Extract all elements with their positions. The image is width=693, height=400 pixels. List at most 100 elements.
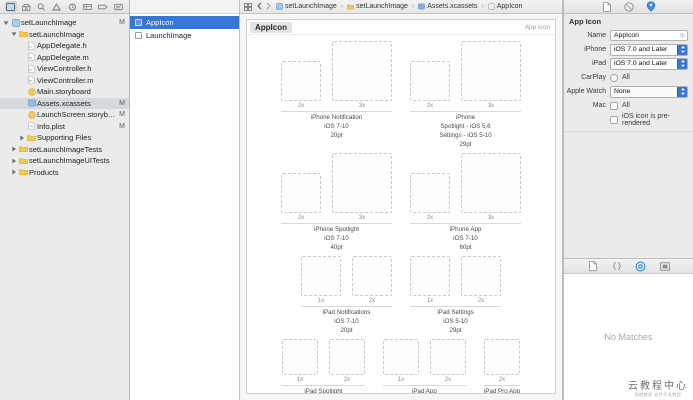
folder-icon	[18, 30, 29, 38]
iphone-label: iPhone	[584, 46, 606, 53]
icon-drop-well[interactable]	[332, 41, 392, 101]
group-divider	[410, 222, 521, 224]
caption-line: iPhone Spotlight	[313, 225, 360, 233]
icon-drop-well[interactable]	[410, 255, 450, 296]
carplay-field-row: CarPlay All	[564, 71, 688, 84]
navigator-tab-symbol-navigator[interactable]	[35, 1, 47, 12]
tree-row[interactable]: m AppDelegate.m	[0, 52, 129, 64]
disclosure-closed-icon[interactable]	[10, 158, 18, 164]
icon-slot-column: 3x	[461, 152, 521, 221]
breadcrumb-item-3[interactable]: AppIcon	[488, 3, 522, 10]
disclosure-closed-icon[interactable]	[18, 135, 26, 141]
related-items-icon[interactable]	[243, 2, 252, 12]
clear-field-icon[interactable]: ◎	[679, 33, 685, 39]
group-divider	[382, 384, 466, 386]
asset-canvas[interactable]: AppIcon App icon 2x 3x iPhone Notification…	[246, 19, 556, 394]
group-divider	[281, 384, 365, 386]
library-tab-code-snippet-library[interactable]	[611, 261, 622, 272]
navigator-tab-issue-navigator[interactable]	[51, 1, 63, 12]
navigator-tab-project-navigator[interactable]	[4, 1, 17, 12]
icon-drop-well[interactable]	[461, 152, 521, 213]
library-tab-media-library[interactable]	[659, 261, 670, 272]
icon-drop-well[interactable]	[301, 255, 341, 296]
caption-line: 60pt	[459, 243, 472, 251]
icon-drop-well[interactable]	[461, 255, 501, 296]
icon-drop-well[interactable]	[382, 338, 419, 375]
navigator-tab-report-navigator[interactable]	[112, 1, 124, 12]
library-tab-bar	[564, 258, 693, 274]
navigator-tab-source-control-navigator[interactable]	[20, 1, 32, 12]
icon-drop-well[interactable]	[328, 338, 365, 375]
icon-drop-well[interactable]	[281, 61, 321, 101]
chevron-right-icon[interactable]	[266, 2, 271, 12]
name-input[interactable]: AppIcon ◎	[610, 30, 688, 41]
inspector-tab-quick-help-inspector[interactable]	[623, 1, 634, 12]
tree-row[interactable]: h ViewController.h	[0, 63, 129, 75]
breadcrumb-item-0[interactable]: setLaunchImage	[276, 3, 337, 10]
icon-drop-well[interactable]	[410, 61, 450, 101]
mac-field-row: Mac All	[564, 99, 688, 112]
disclosure-open-icon[interactable]	[10, 31, 18, 37]
tree-row[interactable]: Products	[0, 167, 129, 179]
name-label: Name	[587, 32, 606, 39]
library-tab-file-template-library[interactable]	[587, 261, 598, 272]
icon-slots: 2x 3x	[281, 41, 392, 109]
asset-list-rows[interactable]: AppIcon LaunchImage	[130, 14, 239, 42]
tree-row[interactable]: Info.plist M	[0, 121, 129, 133]
navigator-tab-test-navigator[interactable]	[66, 1, 78, 12]
icon-scale-label: 1x	[426, 297, 434, 304]
tree-row[interactable]: Supporting Files	[0, 132, 129, 144]
library-tab-object-library[interactable]	[635, 261, 646, 272]
disclosure-closed-icon[interactable]	[10, 169, 18, 175]
caption-line: 40pt	[330, 243, 343, 251]
tree-row-label: Main.storyboard	[37, 87, 91, 97]
icon-drop-well[interactable]	[332, 152, 392, 213]
icon-drop-well[interactable]	[461, 41, 521, 101]
caption-line: iOS 5-10	[443, 317, 468, 325]
ipad-label: iPad	[591, 60, 606, 67]
asset-list-item[interactable]: AppIcon	[130, 16, 239, 29]
tree-row[interactable]: m ViewController.m	[0, 75, 129, 87]
tree-row[interactable]: setLaunchImageTests	[0, 144, 129, 156]
caption-line: iPad Spotlight	[304, 387, 343, 393]
asset-list-item[interactable]: LaunchImage	[130, 29, 239, 42]
iphone-select[interactable]: iOS 7.0 and Later	[610, 43, 688, 56]
inspector-tab-attributes-inspector[interactable]	[645, 1, 656, 12]
icon-slot-row: 2x 3x iPhone Spotlight iOS 7-10 40pt 2x 3x iPho…	[251, 152, 551, 253]
inspector-tab-file-inspector[interactable]	[601, 1, 612, 12]
tree-row[interactable]: setLaunchImage	[0, 29, 129, 41]
tree-row[interactable]: h AppDelegate.h	[0, 40, 129, 52]
caption-line: iPhone	[455, 114, 476, 121]
tree-row[interactable]: Main.storyboard	[0, 86, 129, 98]
navigator-tab-breakpoint-navigator[interactable]	[97, 1, 109, 12]
disclosure-open-icon[interactable]	[2, 20, 10, 26]
ipad-select[interactable]: iOS 7.0 and Later	[610, 57, 688, 70]
icon-drop-well[interactable]	[281, 172, 321, 213]
icon-drop-well[interactable]	[410, 172, 450, 213]
icon-drop-well[interactable]	[484, 338, 520, 375]
modified-flag: M	[119, 99, 125, 107]
icon-group-caption: iPhone Spotlight - iOS 5,6 Settings - iOS …	[439, 114, 491, 150]
prerendered-checkbox[interactable]: iOS icon is pre-rendered	[610, 113, 688, 127]
tree-row-label: setLaunchImage	[21, 18, 77, 28]
chevron-left-icon[interactable]	[257, 2, 262, 12]
icon-drop-well[interactable]	[281, 338, 318, 375]
caption-line: iPhone App	[449, 225, 482, 233]
breadcrumb-item-1[interactable]: setLaunchImage	[347, 3, 408, 10]
tree-row[interactable]: setLaunchImage M	[0, 17, 129, 29]
tree-row[interactable]: Assets.xcassets M	[0, 97, 129, 109]
asset-thumbnail	[135, 32, 142, 39]
tree-row[interactable]: LaunchScreen.storyboard M	[0, 109, 129, 121]
icon-group-caption: iPad Settings iOS 5-10 29pt	[437, 309, 473, 336]
apple-watch-select[interactable]: None	[610, 85, 688, 98]
icon-drop-well[interactable]	[429, 338, 466, 375]
carplay-checkbox[interactable]: All	[610, 73, 630, 82]
mac-checkbox[interactable]: All	[610, 101, 630, 110]
tree-row[interactable]: setLaunchImageUITests	[0, 155, 129, 167]
icon-drop-well[interactable]	[352, 255, 392, 296]
navigator-tab-debug-navigator[interactable]	[82, 1, 94, 12]
disclosure-closed-icon[interactable]	[10, 146, 18, 152]
tree-row-label: LaunchScreen.storyboard	[37, 110, 118, 120]
breadcrumb-item-2[interactable]: Assets.xcassets	[418, 3, 477, 10]
